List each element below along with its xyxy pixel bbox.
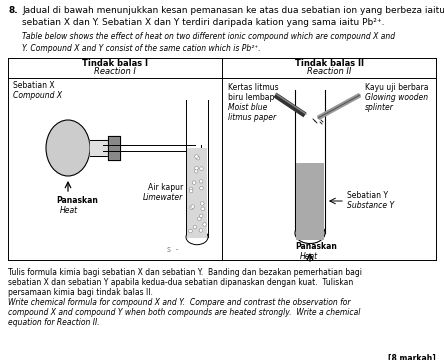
Text: Reaction II: Reaction II	[307, 68, 351, 77]
Text: Compound X: Compound X	[13, 91, 62, 100]
Circle shape	[198, 217, 201, 221]
Circle shape	[191, 205, 194, 208]
Text: sebatian X dan sebatian Y apabila kedua-dua sebatian dipanaskan dengan kuat.  Tu: sebatian X dan sebatian Y apabila kedua-…	[8, 278, 353, 287]
Text: Heat: Heat	[60, 206, 78, 215]
Text: Panaskan: Panaskan	[56, 196, 98, 205]
Text: Tulis formula kimia bagi sebatian X dan sebatian Y.  Banding dan bezakan pemerha: Tulis formula kimia bagi sebatian X dan …	[8, 268, 362, 277]
Circle shape	[194, 155, 198, 158]
Text: Kertas litmus: Kertas litmus	[228, 83, 279, 92]
Circle shape	[203, 222, 206, 226]
Circle shape	[193, 225, 197, 229]
Circle shape	[200, 167, 203, 170]
Text: Write chemical formula for compound X and Y.  Compare and contrast the observati: Write chemical formula for compound X an…	[8, 298, 350, 307]
Text: 8.: 8.	[8, 6, 18, 15]
Text: splinter: splinter	[365, 103, 394, 112]
Circle shape	[195, 166, 198, 170]
Text: litmus paper: litmus paper	[228, 113, 276, 122]
Circle shape	[200, 202, 204, 205]
Circle shape	[200, 186, 203, 190]
Bar	[187, 148, 207, 238]
Text: Tindak balas II: Tindak balas II	[294, 59, 364, 68]
Bar	[296, 163, 324, 240]
Ellipse shape	[295, 222, 325, 243]
Text: Sebatian X: Sebatian X	[13, 81, 55, 90]
Circle shape	[199, 229, 203, 232]
Circle shape	[190, 206, 193, 210]
Text: Moist blue: Moist blue	[228, 103, 267, 112]
Text: Tindak balas I: Tindak balas I	[82, 59, 148, 68]
Circle shape	[192, 181, 196, 184]
Text: Kayu uji berbara: Kayu uji berbara	[365, 83, 428, 92]
Text: Heat: Heat	[300, 252, 318, 261]
Text: Limewater: Limewater	[143, 194, 183, 202]
Circle shape	[199, 214, 203, 218]
Ellipse shape	[186, 229, 208, 245]
Circle shape	[199, 180, 203, 183]
Text: Glowing wooden: Glowing wooden	[365, 93, 428, 102]
Text: sebatian X dan Y. Sebatian X dan Y terdiri daripada kation yang sama iaitu Pb²⁺.: sebatian X dan Y. Sebatian X dan Y terdi…	[22, 18, 385, 27]
Text: Sebatian Y: Sebatian Y	[347, 190, 388, 199]
Text: Y. Compound X and Y consist of the same cation which is Pb²⁺.: Y. Compound X and Y consist of the same …	[22, 44, 261, 53]
Text: Air kapur: Air kapur	[148, 183, 183, 192]
Text: [8 markah]: [8 markah]	[388, 354, 436, 360]
Text: Jadual di bawah menunjukkan kesan pemanasan ke atas dua sebatian ion yang berbez: Jadual di bawah menunjukkan kesan pemana…	[22, 6, 444, 15]
Text: Reaction I: Reaction I	[94, 68, 136, 77]
Circle shape	[201, 207, 205, 211]
Text: persamaan kimia bagi tindak balas II.: persamaan kimia bagi tindak balas II.	[8, 288, 153, 297]
Text: equation for Reaction II.: equation for Reaction II.	[8, 318, 99, 327]
Text: s  -: s -	[167, 245, 178, 254]
Circle shape	[196, 156, 200, 160]
Ellipse shape	[46, 120, 90, 176]
Circle shape	[189, 187, 193, 191]
Text: Table below shows the effect of heat on two different ionic compound which are c: Table below shows the effect of heat on …	[22, 32, 395, 41]
Circle shape	[189, 189, 193, 193]
Text: biru lembap: biru lembap	[228, 93, 274, 102]
Text: Substance Y: Substance Y	[347, 202, 394, 211]
Circle shape	[189, 229, 192, 233]
Text: compound X and compound Y when both compounds are heated strongly.  Write a chem: compound X and compound Y when both comp…	[8, 308, 361, 317]
Circle shape	[194, 169, 198, 173]
Text: Panaskan: Panaskan	[295, 242, 337, 251]
